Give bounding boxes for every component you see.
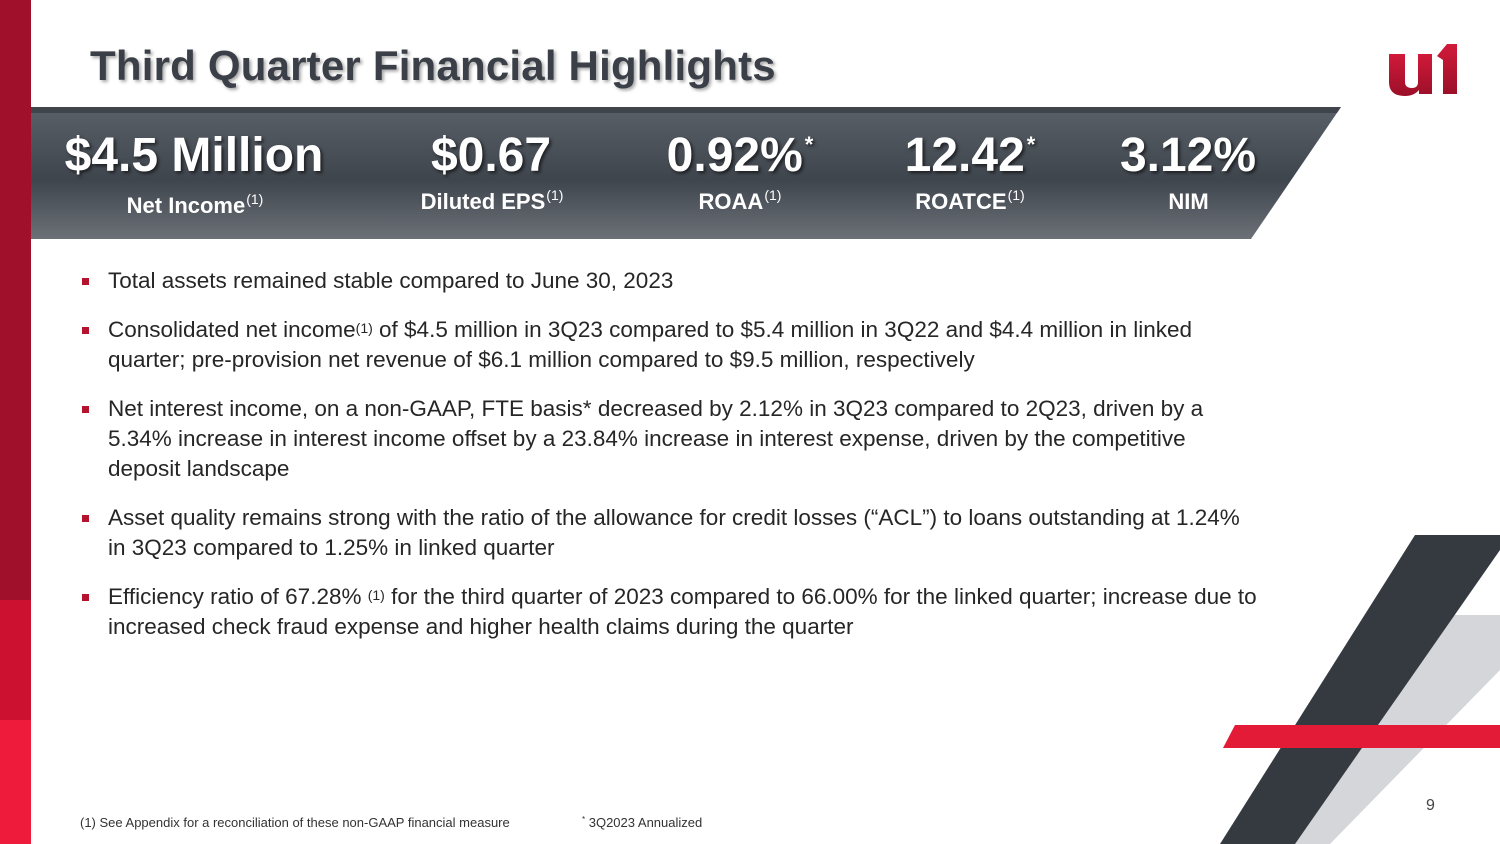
kpi-value: 12.42 bbox=[904, 129, 1025, 182]
kpi-value-mark: * bbox=[804, 132, 814, 157]
list-item: Net interest income, on a non-GAAP, FTE … bbox=[80, 394, 1260, 484]
bullet-text: for the third quarter of 2023 compared t… bbox=[108, 584, 1257, 639]
bullet-text: Total assets remained stable compared to… bbox=[108, 268, 674, 293]
kpi-label: Diluted EPS bbox=[420, 189, 546, 215]
kpi-label-mark: (1) bbox=[246, 191, 264, 208]
company-logo bbox=[1389, 44, 1457, 96]
highlights-list: Total assets remained stable compared to… bbox=[80, 266, 1260, 661]
kpi-label: ROAA bbox=[698, 189, 764, 215]
bullet-footnote-mark: (1) bbox=[367, 587, 385, 603]
kpi-nim: 3.12% NIM bbox=[1100, 128, 1278, 215]
bullet-square-icon bbox=[82, 278, 89, 285]
kpi-label-mark: (1) bbox=[764, 187, 782, 204]
kpi-value: 0.92% bbox=[666, 129, 803, 182]
kpi-label: NIM bbox=[1168, 189, 1209, 215]
kpi-value-mark: * bbox=[1026, 132, 1036, 157]
list-item: Total assets remained stable compared to… bbox=[80, 266, 1260, 296]
kpi-value: $4.5 Million bbox=[64, 129, 324, 182]
left-accent-bar bbox=[0, 0, 31, 844]
list-item: Asset quality remains strong with the ra… bbox=[80, 503, 1260, 563]
bullet-text: Efficiency ratio of 67.28% bbox=[108, 584, 368, 609]
page-title: Third Quarter Financial Highlights bbox=[90, 42, 776, 89]
bullet-text: Consolidated net income bbox=[108, 317, 356, 342]
kpi-roaa: 0.92%* ROAA(1) bbox=[640, 128, 840, 215]
footnote-text: 3Q2023 Annualized bbox=[585, 815, 703, 830]
kpi-value: $0.67 bbox=[430, 129, 552, 182]
footnote-non-gaap: (1) See Appendix for a reconciliation of… bbox=[80, 815, 510, 830]
kpi-label-mark: (1) bbox=[546, 187, 564, 204]
bullet-square-icon bbox=[82, 406, 89, 413]
kpi-label: Net Income bbox=[126, 193, 246, 219]
bullet-text: of $4.5 million in 3Q23 compared to $5.4… bbox=[108, 317, 1192, 372]
footnote-annualized: * 3Q2023 Annualized bbox=[582, 815, 702, 830]
bullet-square-icon bbox=[82, 515, 89, 522]
bullet-text: Net interest income, on a non-GAAP, FTE … bbox=[108, 396, 1204, 481]
decorative-stripes bbox=[1220, 535, 1500, 844]
bullet-text: Asset quality remains strong with the ra… bbox=[108, 505, 1240, 560]
bullet-square-icon bbox=[82, 327, 89, 334]
bullet-square-icon bbox=[82, 594, 89, 601]
kpi-label: ROATCE bbox=[915, 189, 1007, 215]
list-item: Consolidated net income(1) of $4.5 milli… bbox=[80, 315, 1260, 375]
page-number: 9 bbox=[1426, 797, 1435, 814]
kpi-value: 3.12% bbox=[1119, 129, 1257, 182]
bullet-footnote-mark: (1) bbox=[355, 320, 373, 336]
kpi-roatce: 12.42* ROATCE(1) bbox=[870, 128, 1070, 215]
kpi-banner bbox=[31, 107, 1341, 239]
kpi-net-income: $4.5 Million Net Income(1) bbox=[60, 128, 330, 219]
list-item: Efficiency ratio of 67.28% (1) for the t… bbox=[80, 582, 1260, 642]
kpi-diluted-eps: $0.67 Diluted EPS(1) bbox=[392, 128, 592, 215]
footnote-mark: * bbox=[582, 815, 586, 824]
kpi-label-mark: (1) bbox=[1007, 187, 1025, 204]
